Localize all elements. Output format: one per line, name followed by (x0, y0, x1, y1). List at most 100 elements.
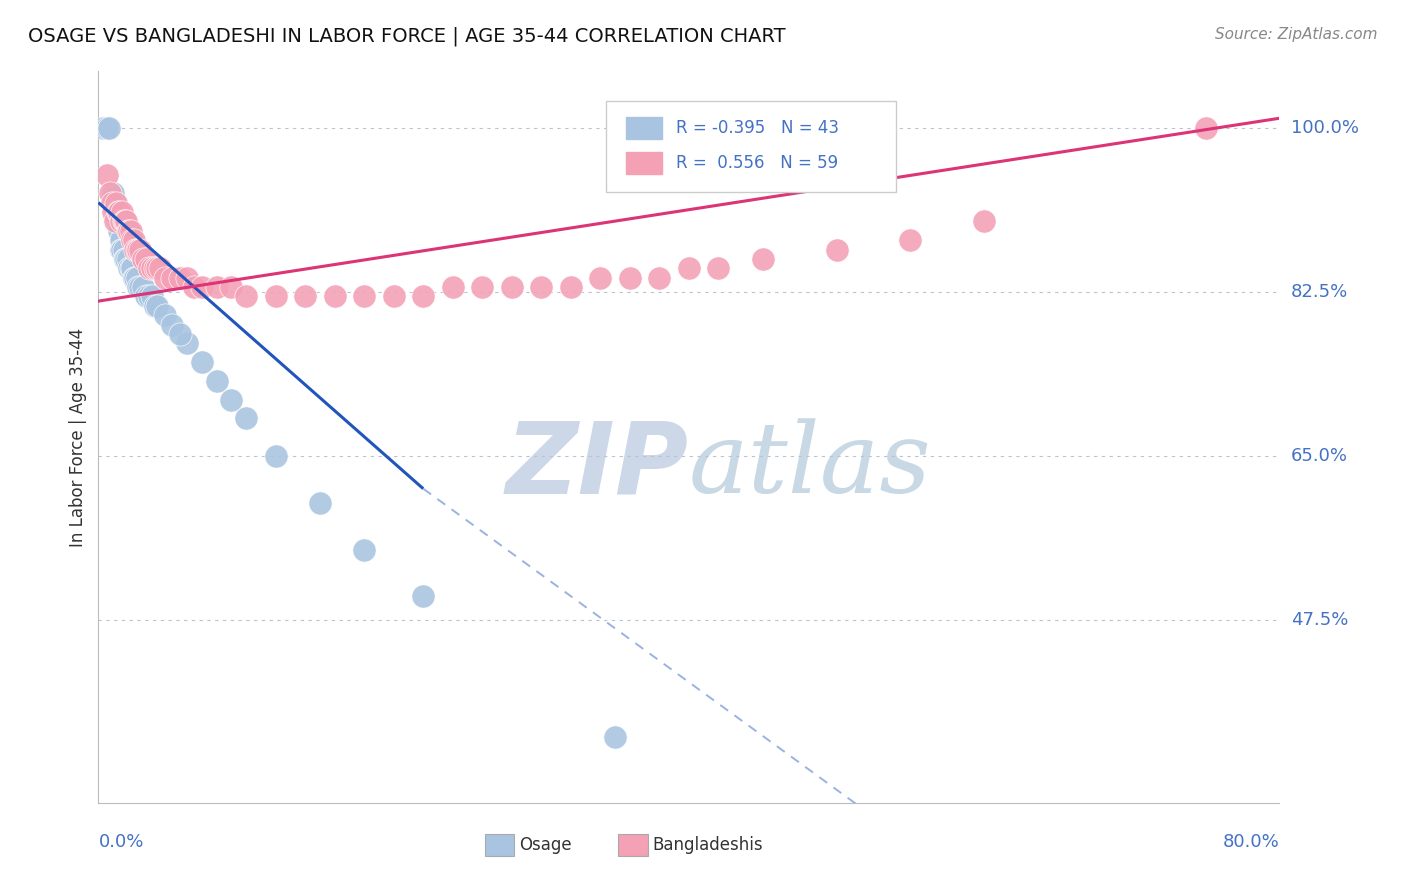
Point (118, 261, 141, 276)
Point (323, 289, 346, 303)
Point (107, 205, 129, 219)
Point (112, 214, 135, 228)
Point (146, 299, 169, 313)
Text: R =  0.556   N = 59: R = 0.556 N = 59 (676, 153, 838, 172)
Point (127, 280, 149, 294)
FancyBboxPatch shape (626, 117, 662, 138)
FancyBboxPatch shape (606, 101, 896, 192)
Point (162, 270, 183, 285)
Point (752, 252, 775, 266)
Point (176, 336, 198, 351)
Text: Bangladeshis: Bangladeshis (652, 836, 763, 855)
Point (111, 205, 134, 219)
Point (412, 590, 434, 604)
Point (114, 252, 136, 266)
Point (560, 280, 582, 294)
Point (605, 730, 627, 744)
Point (382, 289, 405, 303)
Point (141, 289, 163, 303)
Point (108, 205, 131, 219)
Point (501, 280, 523, 294)
Point (132, 252, 155, 266)
Text: 100.0%: 100.0% (1291, 119, 1358, 136)
Point (112, 243, 135, 257)
Point (153, 308, 176, 322)
FancyBboxPatch shape (626, 152, 662, 174)
Point (141, 261, 163, 276)
Text: 0.0%: 0.0% (98, 833, 143, 851)
Point (353, 289, 375, 303)
Text: Osage: Osage (519, 836, 571, 855)
Point (108, 224, 131, 238)
Point (264, 449, 287, 463)
Point (264, 289, 287, 303)
Point (149, 261, 172, 276)
Point (191, 280, 214, 294)
Point (128, 243, 150, 257)
Point (127, 243, 149, 257)
Point (221, 392, 243, 407)
Point (1195, 120, 1218, 135)
Point (169, 326, 191, 341)
Point (138, 289, 160, 303)
Point (138, 261, 160, 276)
Point (176, 270, 198, 285)
Point (143, 261, 166, 276)
Point (221, 280, 243, 294)
Point (124, 270, 146, 285)
Point (117, 252, 139, 266)
Text: ZIP: ZIP (506, 417, 689, 515)
Point (122, 270, 145, 285)
Point (589, 270, 612, 285)
Point (162, 318, 183, 332)
Point (107, 214, 129, 228)
Point (169, 270, 191, 285)
Text: atlas: atlas (689, 418, 932, 514)
Point (98, 186, 121, 201)
Point (122, 233, 145, 247)
Text: R = -0.395   N = 43: R = -0.395 N = 43 (676, 119, 839, 136)
Point (191, 355, 214, 369)
Point (412, 289, 434, 303)
Point (100, 195, 122, 210)
Point (900, 233, 922, 247)
Point (110, 214, 132, 228)
Point (143, 299, 166, 313)
Point (120, 224, 142, 238)
Point (97, 120, 120, 135)
Point (235, 411, 257, 425)
Point (110, 233, 132, 247)
Text: OSAGE VS BANGLADESHI IN LABOR FORCE | AGE 35-44 CORRELATION CHART: OSAGE VS BANGLADESHI IN LABOR FORCE | AG… (28, 27, 786, 46)
Point (115, 252, 138, 266)
Point (648, 270, 671, 285)
Point (120, 261, 142, 276)
Point (135, 289, 157, 303)
Point (115, 214, 138, 228)
Point (153, 270, 176, 285)
Point (441, 280, 464, 294)
Text: 82.5%: 82.5% (1291, 283, 1348, 301)
Point (619, 270, 641, 285)
Text: Source: ZipAtlas.com: Source: ZipAtlas.com (1215, 27, 1378, 42)
Point (235, 289, 257, 303)
Point (128, 280, 150, 294)
FancyBboxPatch shape (485, 834, 515, 856)
Point (105, 205, 128, 219)
Point (353, 542, 375, 557)
Point (118, 224, 141, 238)
Point (825, 243, 848, 257)
Point (205, 374, 228, 388)
FancyBboxPatch shape (619, 834, 648, 856)
Point (309, 496, 332, 510)
Point (183, 280, 205, 294)
Point (103, 205, 125, 219)
Point (707, 261, 730, 276)
Point (146, 261, 169, 276)
Point (105, 195, 128, 210)
Point (91, 120, 114, 135)
Point (104, 195, 127, 210)
Point (135, 252, 157, 266)
Point (110, 243, 132, 257)
Point (104, 214, 127, 228)
Point (124, 243, 146, 257)
